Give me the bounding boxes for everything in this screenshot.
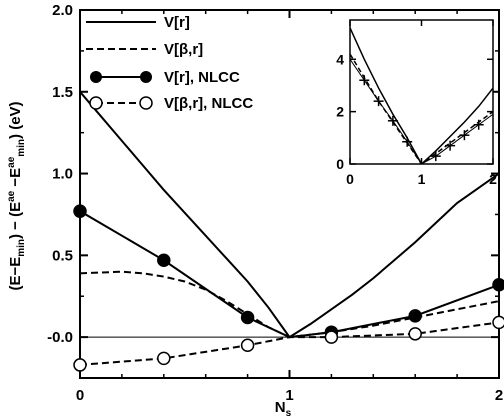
x-axis-label: Ns xyxy=(275,399,292,418)
y-axis-label-part: (E xyxy=(7,276,24,291)
series-point-3 xyxy=(324,330,339,344)
y-tick-label: 2.0 xyxy=(52,2,73,19)
main-plot: -0.0 0.5 1.0 1.5 2.0 0 1 2 xyxy=(47,2,504,404)
y-tick-label: 1.0 xyxy=(52,166,73,183)
series-point-3 xyxy=(73,358,87,372)
legend-marker-v-r-nlcc-left xyxy=(90,71,102,83)
legend-marker-v-beta-r-nlcc-left xyxy=(89,96,103,110)
x-tick-label: 1 xyxy=(285,387,293,404)
inset-series-line-0 xyxy=(350,27,493,164)
inset-y-tick-label: 2 xyxy=(336,104,344,120)
legend-label-v-beta-r-nlcc: V[β,r], NLCC xyxy=(164,95,253,112)
y-tick-label: 1.5 xyxy=(52,84,73,101)
series-point-3 xyxy=(240,338,255,353)
y-axis-label-sup: ae xyxy=(6,156,17,168)
legend-label-v-beta-r: V[β,r] xyxy=(164,41,203,58)
x-tick-label: 0 xyxy=(76,387,84,404)
inset-series-line-2 xyxy=(350,58,493,164)
series-line-2 xyxy=(80,210,499,339)
series-point-2 xyxy=(492,278,504,292)
inset-y-tick-label: 0 xyxy=(336,156,344,172)
series-line-1 xyxy=(80,270,499,339)
inset-y-tick-label: 4 xyxy=(336,51,344,67)
y-axis-label-part: −E xyxy=(7,257,24,276)
y-tick-label: 0.5 xyxy=(52,247,73,264)
inset-x-tick-label: 1 xyxy=(418,171,426,187)
y-axis-label-sup: ae xyxy=(6,190,17,202)
legend: V[r] V[β,r] V[r], NLCC V[β,r], NLCC xyxy=(86,14,253,112)
y-axis-label-part: ) − (E xyxy=(7,202,24,239)
series-point-2 xyxy=(73,204,87,218)
y-axis-label-sub: min xyxy=(16,239,27,257)
series-point-3 xyxy=(408,327,422,341)
legend-label-v-r-nlcc: V[r], NLCC xyxy=(164,69,240,86)
series-line-3 xyxy=(80,321,499,366)
inset-frame xyxy=(349,19,494,165)
x-tick-label: 2 xyxy=(495,387,503,404)
y-axis-label: (E−Emin​) − (Eae​ −Eaemin​) (eV) xyxy=(6,101,27,290)
legend-label-v-r: V[r] xyxy=(164,14,190,31)
y-axis-label-part: −E xyxy=(7,168,24,191)
inset-x-tick-label: 2 xyxy=(489,171,497,187)
y-tick-label: -0.0 xyxy=(47,329,73,346)
y-axis-label-part: ) (eV) xyxy=(7,101,24,139)
legend-marker-v-r-nlcc-right xyxy=(140,71,152,83)
series-point-2 xyxy=(157,253,171,267)
inset-plot: 0 2 4 0 1 2 xyxy=(336,19,497,187)
series-point-3 xyxy=(492,315,504,330)
legend-marker-v-beta-r-nlcc-right xyxy=(139,96,153,110)
series-point-3 xyxy=(157,351,171,366)
inset-x-tick-label: 0 xyxy=(346,171,354,187)
series-point-2 xyxy=(240,310,255,325)
series-point-2 xyxy=(408,309,422,323)
y-axis-label-sub: min xyxy=(16,139,27,157)
